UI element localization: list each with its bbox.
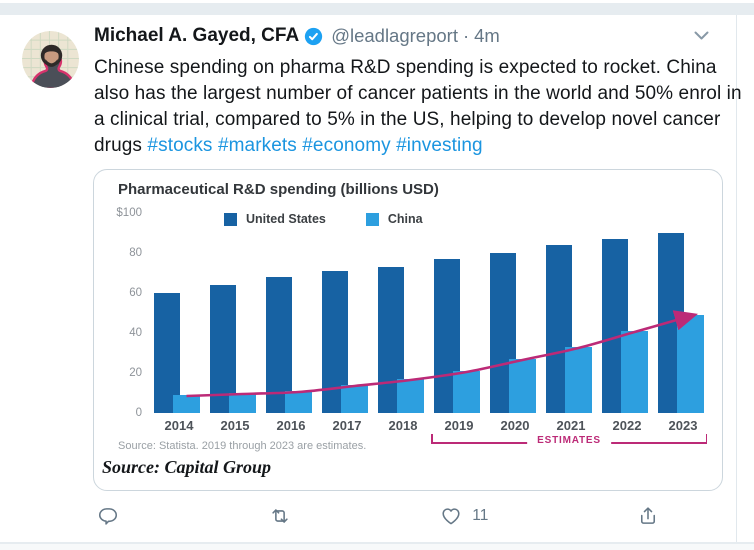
china-bar-2017 — [341, 385, 368, 413]
x-tick-label: 2018 — [388, 418, 418, 433]
tweet-divider — [0, 542, 754, 544]
china-bar-2016 — [285, 391, 312, 413]
estimates-bracket: ESTIMATES — [431, 434, 707, 447]
timestamp[interactable]: 4m — [474, 25, 500, 46]
heart-icon — [442, 508, 460, 525]
china-bar-2020 — [509, 359, 536, 413]
china-bar-2022 — [621, 331, 648, 413]
hashtag-list: #stocks #markets #economy #investing — [142, 135, 483, 156]
legend-item: United States — [224, 212, 326, 226]
hashtag-link[interactable]: #investing — [396, 135, 483, 156]
separator-dot: · — [462, 25, 470, 46]
x-tick-label: 2019 — [444, 418, 474, 433]
reply-icon — [98, 508, 118, 525]
legend-label: China — [387, 212, 423, 226]
x-tick-label: 2014 — [164, 418, 194, 433]
y-tick-label: 60 — [129, 287, 142, 299]
y-tick-label: 0 — [135, 407, 142, 419]
like-button[interactable]: 11 — [440, 505, 488, 527]
author-handle[interactable]: @leadlagreport — [331, 25, 458, 46]
x-tick-label: 2016 — [276, 418, 306, 433]
column-border — [736, 15, 737, 550]
profile-photo-icon — [22, 31, 79, 88]
chart-card[interactable]: Pharmaceutical R&D spending (billions US… — [93, 169, 723, 491]
legend-item: China — [365, 212, 423, 226]
hashtag-link[interactable]: #economy — [302, 135, 391, 156]
x-tick-label: 2023 — [668, 418, 698, 433]
like-count: 11 — [472, 507, 489, 524]
x-tick-label: 2017 — [332, 418, 362, 433]
tweet: Michael A. Gayed, CFA @leadlagreport · 4… — [93, 24, 742, 527]
china-bar-2021 — [565, 347, 592, 413]
y-tick-label: 20 — [129, 367, 142, 379]
author-name[interactable]: Michael A. Gayed, CFA — [94, 25, 300, 46]
x-tick-label: 2020 — [500, 418, 530, 433]
retweet-button[interactable] — [268, 505, 292, 527]
retweet-icon — [271, 509, 288, 523]
share-button[interactable] — [637, 505, 659, 527]
verified-badge-icon — [304, 27, 323, 46]
y-tick-label: $100 — [116, 207, 142, 219]
china-bar-2014 — [173, 395, 200, 413]
chart-source-note: Source: Statista. 2019 through 2023 are … — [118, 440, 367, 452]
legend-swatch-icon — [224, 212, 237, 226]
next-item-edge — [0, 544, 754, 550]
legend-swatch-icon — [365, 212, 379, 226]
avatar[interactable] — [22, 31, 79, 88]
estimates-label: ESTIMATES — [527, 435, 611, 446]
legend-label: United States — [246, 212, 326, 226]
china-bar-2018 — [397, 379, 424, 413]
tweet-text-main: Chinese spending on pharma R&D spending … — [94, 57, 742, 156]
tweet-actions: 11 — [97, 505, 659, 527]
china-bar-2015 — [229, 393, 256, 413]
share-icon — [640, 507, 655, 524]
chart-title: Pharmaceutical R&D spending (billions US… — [118, 181, 439, 198]
china-bar-2019 — [453, 371, 480, 413]
reply-button[interactable] — [97, 505, 119, 527]
x-tick-label: 2021 — [556, 418, 586, 433]
tweet-text: Chinese spending on pharma R&D spending … — [94, 55, 742, 159]
chevron-down-icon[interactable] — [694, 31, 709, 41]
bracket-left-tick — [431, 434, 433, 443]
hashtag-link[interactable]: #markets — [217, 135, 297, 156]
tweet-header: Michael A. Gayed, CFA @leadlagreport · 4… — [94, 24, 737, 48]
bracket-right-tick — [705, 434, 707, 443]
y-tick-label: 80 — [129, 247, 142, 259]
capital-group-caption: Source: Capital Group — [102, 457, 272, 477]
us-bar-2014 — [154, 293, 180, 413]
china-bar-2023 — [677, 315, 704, 413]
x-tick-label: 2015 — [220, 418, 250, 433]
x-tick-label: 2022 — [612, 418, 642, 433]
hashtag-link[interactable]: #stocks — [147, 135, 213, 156]
y-tick-label: 40 — [129, 327, 142, 339]
chart-legend: United States China — [224, 212, 423, 226]
previous-item-edge — [0, 3, 754, 15]
